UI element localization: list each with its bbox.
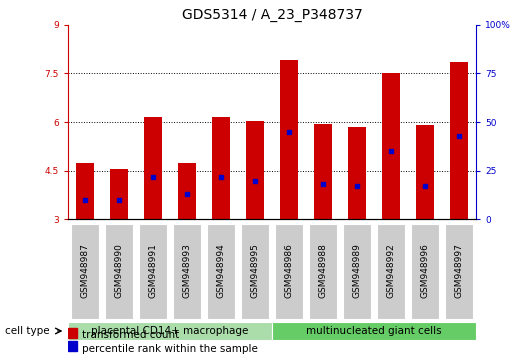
Text: GSM948996: GSM948996 bbox=[420, 244, 429, 298]
Bar bbox=[178, 163, 196, 219]
Bar bbox=[144, 117, 162, 219]
FancyBboxPatch shape bbox=[241, 224, 269, 319]
FancyBboxPatch shape bbox=[445, 224, 473, 319]
FancyBboxPatch shape bbox=[377, 224, 405, 319]
Text: percentile rank within the sample: percentile rank within the sample bbox=[83, 344, 258, 354]
Bar bbox=[382, 73, 400, 219]
Text: GSM948995: GSM948995 bbox=[251, 244, 259, 298]
Bar bbox=[246, 120, 264, 219]
Text: GSM948990: GSM948990 bbox=[115, 244, 123, 298]
Text: transformed count: transformed count bbox=[83, 330, 179, 340]
Text: GSM948992: GSM948992 bbox=[386, 244, 395, 298]
Text: GSM948991: GSM948991 bbox=[149, 244, 157, 298]
Bar bbox=[110, 169, 128, 219]
Bar bbox=[348, 127, 366, 219]
Bar bbox=[416, 125, 434, 219]
FancyBboxPatch shape bbox=[343, 224, 370, 319]
Bar bbox=[76, 163, 94, 219]
Bar bbox=[212, 117, 230, 219]
Bar bbox=[280, 61, 298, 219]
Text: multinucleated giant cells: multinucleated giant cells bbox=[306, 326, 442, 336]
FancyBboxPatch shape bbox=[139, 224, 167, 319]
FancyBboxPatch shape bbox=[309, 224, 336, 319]
Title: GDS5314 / A_23_P348737: GDS5314 / A_23_P348737 bbox=[181, 8, 362, 22]
Bar bbox=[450, 62, 468, 219]
Text: GSM948994: GSM948994 bbox=[217, 244, 225, 298]
Text: cell type: cell type bbox=[5, 326, 50, 336]
Text: GSM948989: GSM948989 bbox=[353, 244, 361, 298]
FancyBboxPatch shape bbox=[272, 322, 476, 340]
Text: GSM948997: GSM948997 bbox=[454, 244, 463, 298]
Bar bbox=[314, 124, 332, 219]
Bar bbox=[68, 328, 77, 338]
Text: GSM948987: GSM948987 bbox=[81, 244, 89, 298]
FancyBboxPatch shape bbox=[411, 224, 438, 319]
Text: GSM948986: GSM948986 bbox=[285, 244, 293, 298]
FancyBboxPatch shape bbox=[105, 224, 133, 319]
FancyBboxPatch shape bbox=[68, 322, 272, 340]
Text: GSM948988: GSM948988 bbox=[319, 244, 327, 298]
Text: GSM948993: GSM948993 bbox=[183, 244, 191, 298]
FancyBboxPatch shape bbox=[276, 224, 302, 319]
Bar bbox=[68, 341, 77, 351]
Text: placental CD14+ macrophage: placental CD14+ macrophage bbox=[92, 326, 248, 336]
FancyBboxPatch shape bbox=[71, 224, 98, 319]
FancyBboxPatch shape bbox=[207, 224, 234, 319]
FancyBboxPatch shape bbox=[174, 224, 201, 319]
